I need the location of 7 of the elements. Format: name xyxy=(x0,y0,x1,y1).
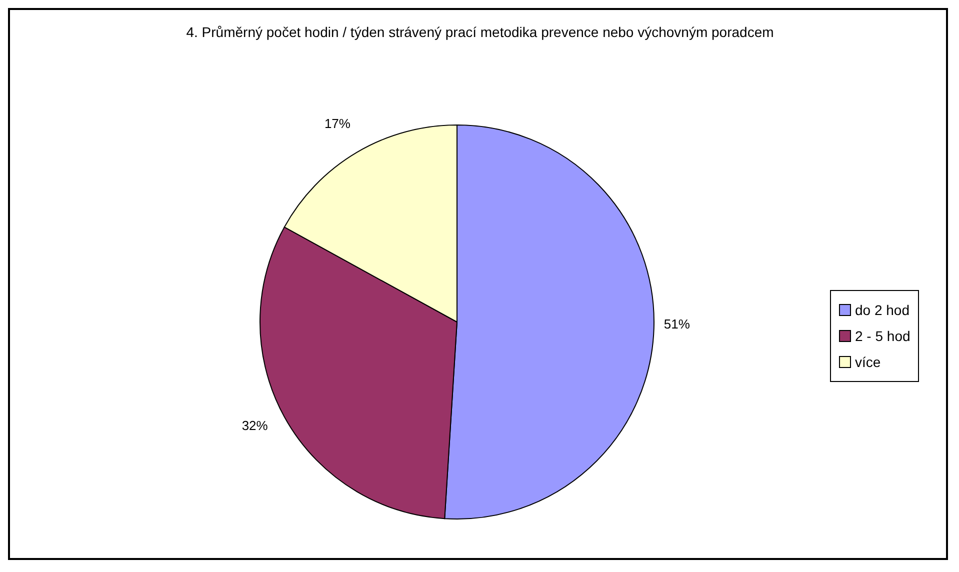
data-label: 32% xyxy=(242,418,268,433)
legend-label: více xyxy=(855,354,881,370)
legend-label: do 2 hod xyxy=(855,302,910,318)
legend-label: 2 - 5 hod xyxy=(855,328,910,344)
data-label: 51% xyxy=(664,316,690,332)
data-label: 17% xyxy=(324,116,351,131)
chart-title: 4. Průměrný počet hodin / týden strávený prací metodika prevence nebo výchovným poradcem xyxy=(185,23,775,42)
